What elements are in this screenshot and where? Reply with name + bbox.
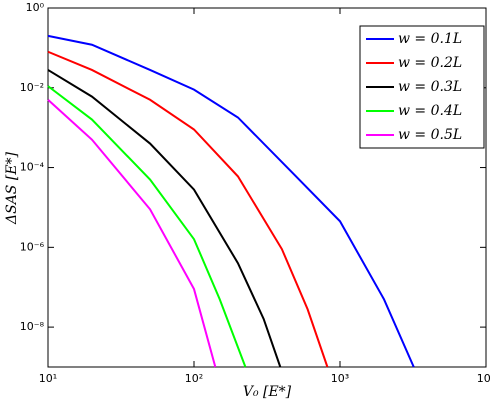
series-line (47, 50, 329, 368)
y-tick-label: 10⁰ (26, 1, 45, 14)
y-axis-label: ΔSAS [E*] (4, 151, 20, 225)
series-line (47, 69, 282, 368)
series-line (47, 34, 415, 368)
x-axis-label: V₀ [E*] (243, 384, 292, 400)
legend-label: w = 0.2L (398, 55, 462, 71)
legend-label: w = 0.3L (398, 79, 462, 95)
y-tick-label: 10⁻⁸ (20, 320, 45, 333)
x-tick-label: 10² (185, 372, 203, 385)
x-tick-label: 10³ (331, 372, 349, 385)
plot-frame (47, 7, 487, 368)
legend-label: w = 0.5L (398, 127, 462, 143)
y-tick-label: 10⁻⁴ (20, 161, 45, 174)
series-line (47, 85, 247, 368)
legend-label: w = 0.1L (398, 31, 462, 47)
legend-label: w = 0.4L (398, 103, 462, 119)
x-tick-label: 10¹ (39, 372, 57, 385)
series-line (47, 99, 217, 368)
y-tick-label: 10⁻² (20, 81, 44, 94)
x-tick-label: 10⁴ (477, 372, 491, 385)
y-tick-label: 10⁻⁶ (20, 240, 45, 253)
